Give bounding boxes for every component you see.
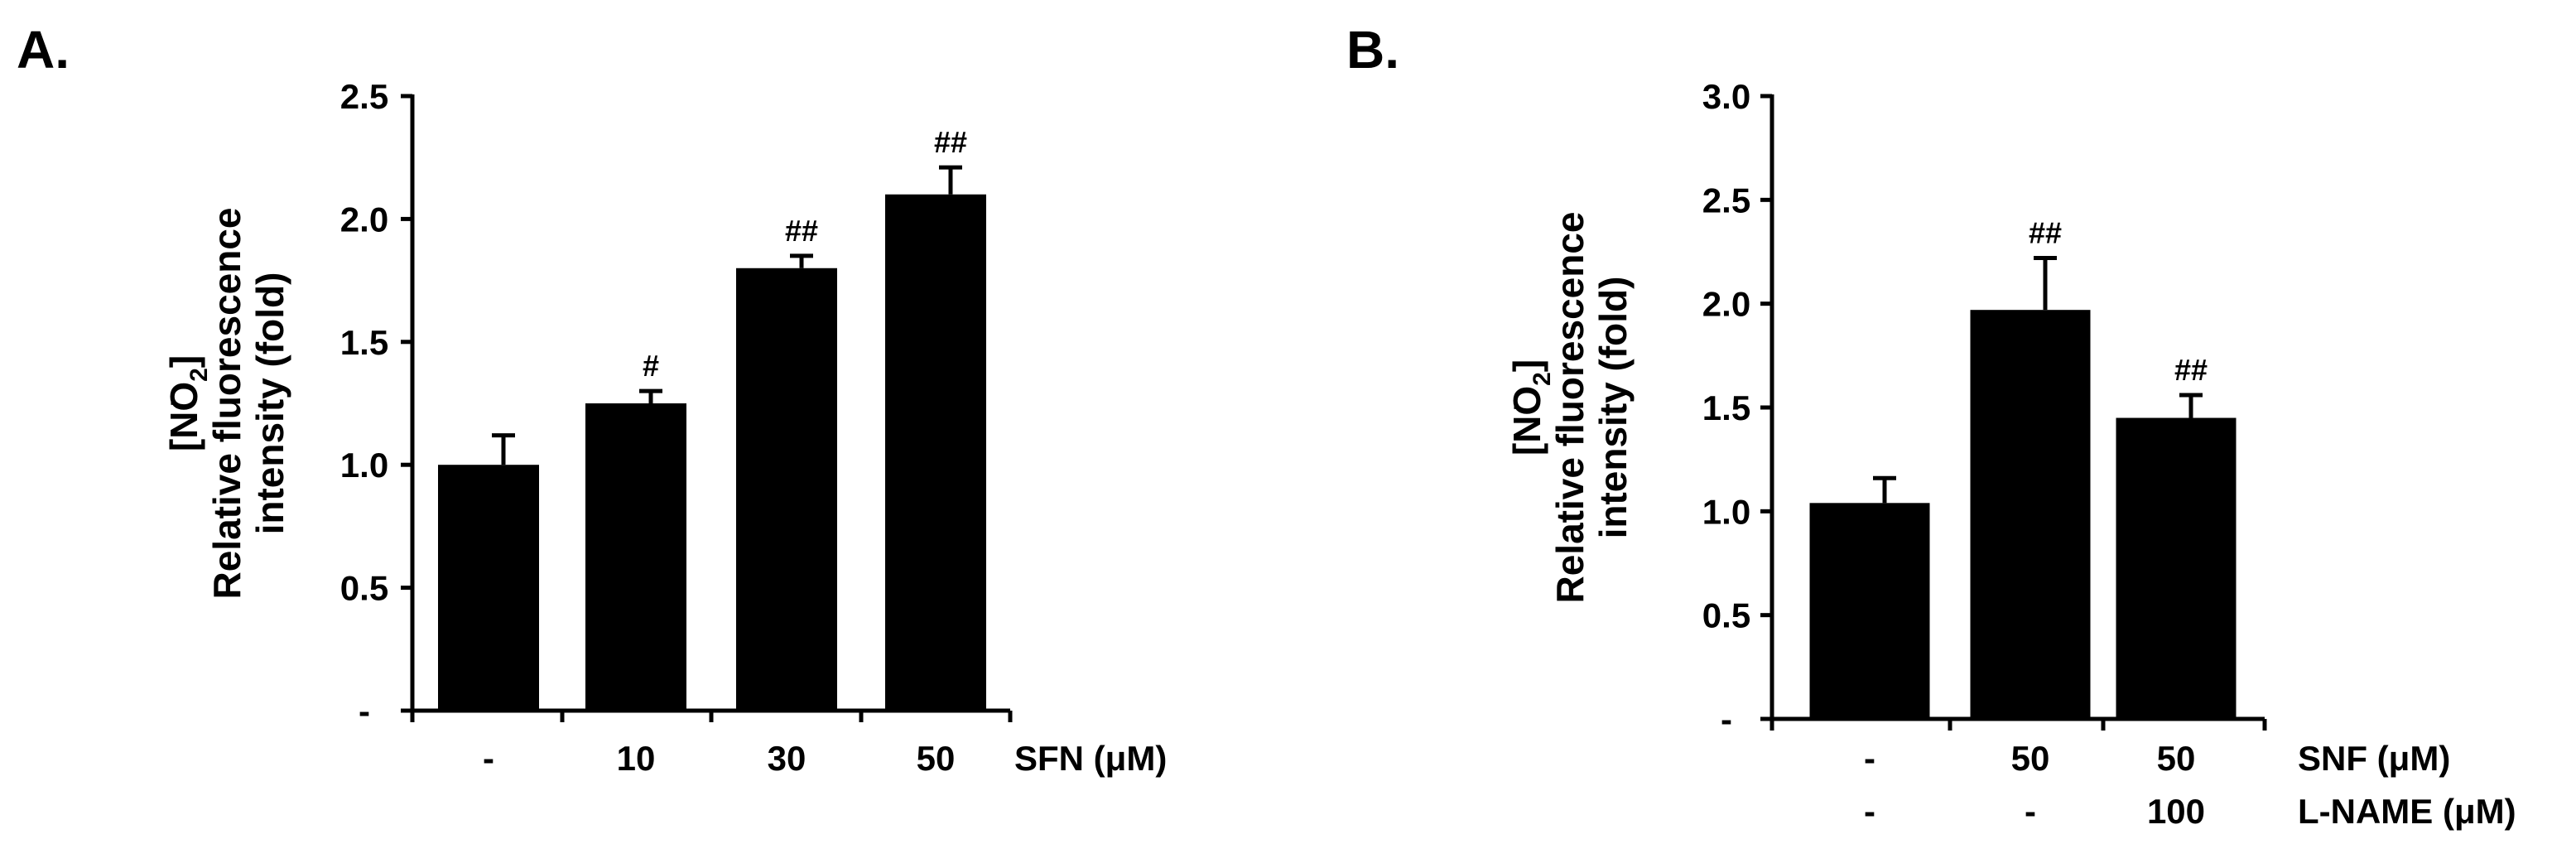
y-tick-label: 2.5 [340,77,388,116]
y-axis-label-line1-part-subscript: 2 [185,368,213,382]
x-tick-label: 50 [2011,739,2050,778]
y-axis-label-superscript: - [157,398,185,406]
y-tick-label: 1.5 [1702,388,1750,427]
significance-annotation: ## [785,214,818,248]
y-axis-label-line1: [NO2] [162,355,213,451]
bar [438,465,539,711]
y-axis-label-line3: intensity (fold) [1591,277,1635,539]
y-tick-label: 2.0 [1702,285,1750,324]
y-axis-label-line1: [NO2] [1505,359,1556,456]
panel-label: B. [1346,20,1399,80]
significance-annotation: ## [2029,216,2062,250]
x-tick-label: 10 [617,739,656,778]
y-tick-label: 0.5 [340,569,388,608]
y-axis-label-line3: intensity (fold) [248,272,291,535]
x-tick-label: - [1864,792,1875,831]
bar [885,194,986,711]
y-tick-label: - [1721,700,1732,739]
significance-annotation: # [643,349,659,383]
x-axis-label: L-NAME (μM) [2298,792,2516,831]
y-tick-label: 3.0 [1702,77,1750,116]
panel-label: A. [17,20,70,80]
x-axis-label: SNF (μM) [2298,739,2450,778]
x-tick-label: 50 [2157,739,2196,778]
x-tick-label: 30 [768,739,807,778]
y-axis-label-line1-part-main: [NO [1505,386,1548,456]
bar [1970,310,2091,719]
x-tick-label: - [2025,792,2036,831]
y-tick-label: 2.5 [1702,181,1750,219]
significance-annotation: ## [934,125,967,159]
panel-b-chart: B.[NO2]- Relative fluorescence intensity (… [1346,20,2516,831]
y-tick-label: 2.0 [340,200,388,239]
bar [2116,417,2237,719]
bar [736,268,837,711]
bar [585,403,686,711]
significance-annotation: ## [2174,353,2208,387]
y-tick-label: 1.0 [340,446,388,485]
x-axis-label: SFN (μM) [1014,739,1167,778]
y-axis-label-line2: Relative fluorescence [1548,211,1591,603]
x-tick-label: - [483,739,494,778]
x-tick-label: - [1864,739,1875,778]
y-tick-label: - [359,692,370,731]
y-tick-label: 1.0 [1702,492,1750,531]
bar [1809,503,1930,719]
y-tick-label: 1.5 [340,323,388,362]
y-axis-label-line1-part-close: ] [1505,359,1548,372]
y-axis-label-line2: Relative fluorescence [205,207,248,599]
y-axis-label-line1-part-main: [NO [162,382,205,451]
y-tick-label: 0.5 [1702,596,1750,635]
y-axis-label-line1-part-close: ] [162,355,205,368]
y-axis-label-superscript: - [1500,402,1528,410]
panel-a-chart: A.[NO2]- Relative fluorescence intensity (… [17,20,1167,778]
x-tick-label: 50 [917,739,956,778]
x-tick-label: 100 [2147,792,2205,831]
y-axis-label-line1-part-subscript: 2 [1529,372,1556,386]
